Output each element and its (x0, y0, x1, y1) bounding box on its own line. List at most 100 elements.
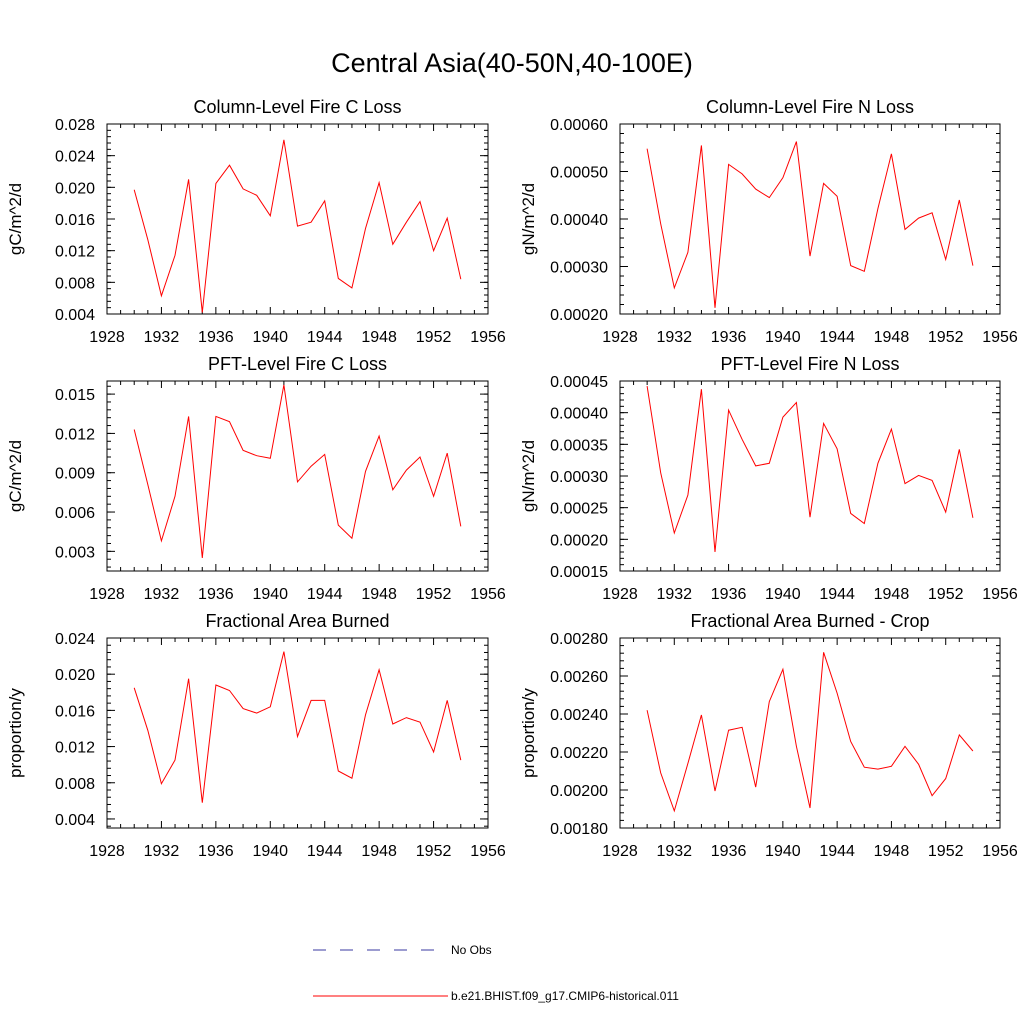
y-tick-label: 0.012 (55, 244, 95, 261)
series-line (646, 652, 974, 813)
x-tick-label: 1944 (307, 586, 343, 603)
x-tick-label: 1940 (252, 586, 288, 603)
y-tick-label: 0.00050 (550, 165, 608, 182)
x-tick-label: 1936 (198, 329, 234, 346)
panel-4: PFT-Level Fire N Loss gN/m^2/d 1928 1932 193… (519, 354, 1018, 603)
panel-title: Column-Level Fire C Loss (193, 97, 401, 117)
x-tick-label: 1940 (252, 843, 288, 860)
y-tick-label: 0.009 (55, 466, 95, 483)
x-tick-label: 1944 (819, 843, 855, 860)
y-tick-label: 0.00030 (550, 469, 608, 486)
x-tick-label: 1936 (198, 843, 234, 860)
series-line (646, 386, 974, 553)
x-tick-label: 1940 (765, 586, 801, 603)
x-tick-label: 1936 (711, 843, 747, 860)
x-tick-label: 1956 (470, 329, 506, 346)
x-tick-label: 1928 (89, 843, 125, 860)
y-tick-label: 0.00060 (550, 117, 608, 134)
x-tick-label: 1952 (928, 586, 964, 603)
panel-title: PFT-Level Fire N Loss (720, 354, 899, 374)
x-tick-label: 1948 (874, 843, 910, 860)
x-tick-label: 1952 (416, 329, 452, 346)
y-tick-label: 0.004 (55, 812, 95, 829)
y-tick-label: 0.00280 (550, 631, 608, 648)
series-line (133, 384, 462, 558)
y-axis-label: gN/m^2/d (519, 183, 538, 255)
x-tick-label: 1944 (819, 586, 855, 603)
plot-frame (619, 637, 1001, 829)
x-tick-label: 1928 (602, 843, 638, 860)
y-tick-label: 0.00020 (550, 307, 608, 324)
series-line (646, 141, 974, 308)
x-tick-label: 1936 (711, 586, 747, 603)
series-line (133, 651, 462, 803)
y-tick-label: 0.00260 (550, 669, 608, 686)
panel-title: Column-Level Fire N Loss (706, 97, 914, 117)
x-tick-label: 1936 (711, 329, 747, 346)
y-tick-label: 0.012 (55, 740, 95, 757)
x-tick-label: 1932 (144, 586, 180, 603)
x-tick-label: 1952 (416, 843, 452, 860)
x-tick-label: 1956 (470, 843, 506, 860)
y-tick-label: 0.028 (55, 117, 95, 134)
x-tick-label: 1952 (416, 586, 452, 603)
y-tick-label: 0.024 (55, 631, 95, 648)
x-tick-label: 1944 (819, 329, 855, 346)
x-tick-label: 1948 (874, 329, 910, 346)
y-tick-label: 0.00030 (550, 260, 608, 277)
x-tick-label: 1932 (144, 843, 180, 860)
x-tick-label: 1956 (982, 586, 1018, 603)
plot-frame (619, 123, 1001, 315)
x-tick-label: 1948 (874, 586, 910, 603)
y-tick-label: 0.00200 (550, 783, 608, 800)
y-tick-label: 0.00240 (550, 707, 608, 724)
x-tick-label: 1932 (144, 329, 180, 346)
legend-label: No Obs (451, 943, 492, 957)
panel-2: Column-Level Fire N Loss gN/m^2/d 1928 1932… (519, 97, 1018, 346)
y-tick-label: 0.008 (55, 776, 95, 793)
plot-frame (619, 380, 1001, 572)
y-tick-label: 0.012 (55, 426, 95, 443)
x-tick-label: 1936 (198, 586, 234, 603)
legend: No Obs b.e21.BHIST.f09_g17.CMIP6-historic… (313, 943, 679, 1003)
y-tick-label: 0.015 (55, 387, 95, 404)
panel-title: PFT-Level Fire C Loss (208, 354, 387, 374)
plot-frame (106, 637, 489, 829)
y-tick-label: 0.016 (55, 703, 95, 720)
x-tick-label: 1956 (982, 843, 1018, 860)
y-tick-label: 0.008 (55, 275, 95, 292)
x-tick-label: 1944 (307, 329, 343, 346)
x-tick-label: 1948 (361, 329, 397, 346)
y-tick-label: 0.00025 (550, 501, 608, 518)
y-axis-label: gN/m^2/d (519, 440, 538, 512)
x-tick-label: 1940 (765, 843, 801, 860)
y-tick-label: 0.003 (55, 544, 95, 561)
x-tick-label: 1944 (307, 843, 343, 860)
y-tick-label: 0.00035 (550, 437, 608, 454)
x-tick-label: 1932 (656, 843, 692, 860)
y-tick-label: 0.00040 (550, 406, 608, 423)
y-tick-label: 0.00040 (550, 212, 608, 229)
x-tick-label: 1952 (928, 843, 964, 860)
x-tick-label: 1928 (89, 586, 125, 603)
y-tick-label: 0.00220 (550, 745, 608, 762)
main-title: Central Asia(40-50N,40-100E) (331, 48, 693, 78)
x-tick-label: 1928 (602, 586, 638, 603)
panel-5: Fractional Area Burned proportion/y 1928 19… (6, 611, 506, 860)
panel-title: Fractional Area Burned (205, 611, 389, 631)
panel-1: Column-Level Fire C Loss gC/m^2/d 1928 1932… (6, 97, 506, 346)
x-tick-label: 1948 (361, 843, 397, 860)
x-tick-label: 1956 (470, 586, 506, 603)
x-tick-label: 1932 (656, 586, 692, 603)
x-tick-label: 1928 (602, 329, 638, 346)
x-tick-label: 1928 (89, 329, 125, 346)
y-tick-label: 0.004 (55, 307, 95, 324)
y-tick-label: 0.024 (55, 149, 95, 166)
series-line (133, 139, 462, 313)
y-tick-label: 0.00180 (550, 821, 608, 838)
y-tick-label: 0.00015 (550, 564, 608, 581)
y-tick-label: 0.016 (55, 212, 95, 229)
panel-title: Fractional Area Burned - Crop (690, 611, 929, 631)
x-tick-label: 1952 (928, 329, 964, 346)
